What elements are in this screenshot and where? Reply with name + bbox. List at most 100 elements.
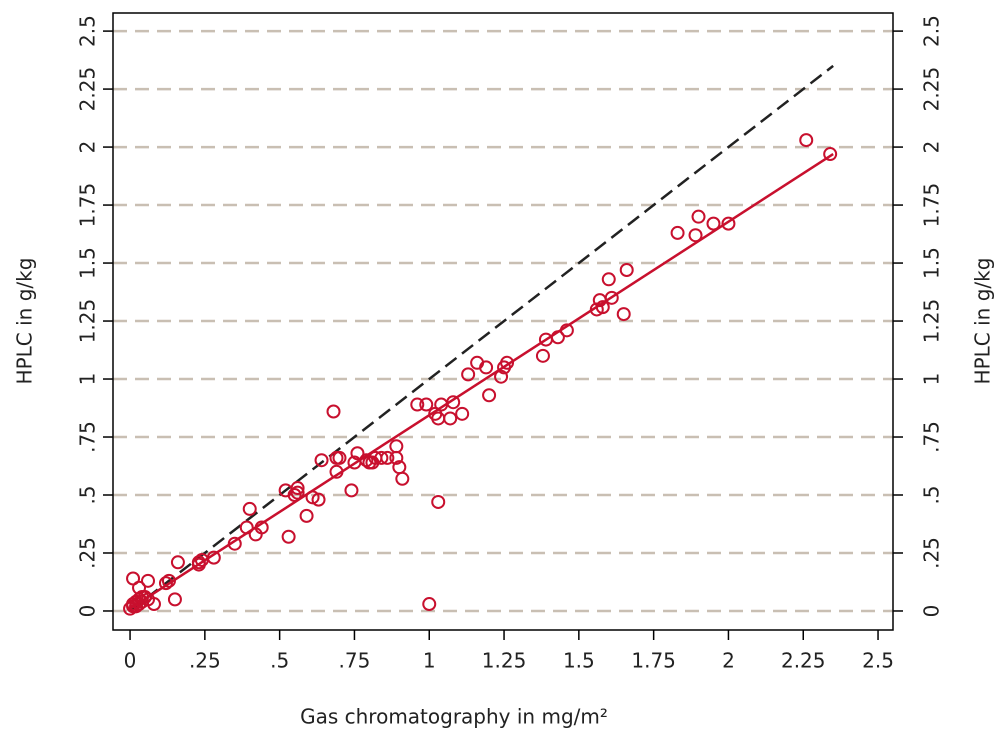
data-point [443,411,458,426]
data-point [799,133,814,148]
y-axis-title: HPLC in g/kg [13,258,37,385]
data-point [281,529,296,544]
data-point [344,483,359,498]
data-point [706,216,721,231]
data-point [206,550,221,565]
data-point [146,597,161,612]
data-point [461,367,476,382]
y-tick-label: 1.25 [76,299,100,344]
plot-frame [112,12,894,631]
data-point [389,450,404,465]
data-point [670,225,685,240]
x-tick-label: 2.5 [862,649,894,673]
data-point [431,494,446,509]
data-point [132,580,147,595]
data-point [616,307,631,322]
y-tick-label: 1.75 [76,183,100,228]
data-point [167,592,182,607]
y2-tick-label: .75 [920,421,944,453]
y2-tick-label: 0 [920,605,944,618]
y-tick-label: 1 [76,373,100,386]
data-point [691,209,706,224]
x-tick-label: 1.75 [631,649,676,673]
data-point [823,147,838,162]
y-tick-label: 1.5 [76,247,100,279]
data-point [290,481,305,496]
data-point [589,302,604,317]
y2-tick-label: .25 [920,537,944,569]
y-tick-label: 2.5 [76,15,100,47]
y-tick-label: .75 [76,421,100,453]
data-point [161,573,176,588]
y2-axis-title: HPLC in g/kg [971,258,995,385]
data-point [314,453,329,468]
data-point [332,450,347,465]
y2-tick-label: 1 [920,373,944,386]
data-point [158,576,173,591]
data-point [604,290,619,305]
data-point [135,590,150,605]
data-point [479,360,494,375]
x-tick-label: 1 [423,649,436,673]
data-point [494,369,509,384]
data-point [688,228,703,243]
data-point [239,520,254,535]
x-tick-label: 0 [124,649,137,673]
data-point [311,492,326,507]
y2-tick-label: 1.5 [920,247,944,279]
data-point [350,446,365,461]
x-tick-label: 1.5 [563,649,595,673]
y2-tick-label: 2 [920,141,944,154]
data-point [619,263,634,278]
data-point [242,501,257,516]
data-point [601,272,616,287]
data-point [559,323,574,338]
data-point [595,300,610,315]
data-point [299,508,314,523]
data-point [227,536,242,551]
y-tick-label: 2.25 [76,67,100,112]
x-tick-label: 2 [722,649,735,673]
data-point [410,397,425,412]
data-point [329,464,344,479]
data-point [500,355,515,370]
y-tick-label: .25 [76,537,100,569]
y-tick-label: 2 [76,141,100,154]
y2-tick-label: 1.25 [920,299,944,344]
data-point [170,555,185,570]
data-point [419,397,434,412]
data-point [287,488,302,503]
data-point [290,485,305,500]
y-tick-label: .5 [76,485,100,504]
x-tick-label: 2.25 [781,649,826,673]
data-point [455,406,470,421]
data-point [395,471,410,486]
y2-tick-label: 1.75 [920,183,944,228]
data-point [550,330,565,345]
data-point [380,450,395,465]
x-tick-label: .25 [189,649,221,673]
x-tick-label: .75 [339,649,371,673]
data-point [535,348,550,363]
data-point [422,597,437,612]
data-point [482,388,497,403]
identity-line [129,64,834,612]
data-point [446,395,461,410]
y2-tick-label: 2.5 [920,15,944,47]
data-point [721,216,736,231]
x-tick-label: .5 [270,649,289,673]
data-point [141,573,156,588]
x-tick-label: 1.25 [482,649,527,673]
data-point [305,490,320,505]
data-point [191,555,206,570]
y-tick-label: 0 [76,605,100,618]
data-point [326,404,341,419]
y2-tick-label: 2.25 [920,67,944,112]
data-point [359,453,374,468]
data-point [374,450,389,465]
y2-tick-label: .5 [920,485,944,504]
x-axis-title: Gas chromatography in mg/m² [300,705,608,729]
data-point [254,520,269,535]
